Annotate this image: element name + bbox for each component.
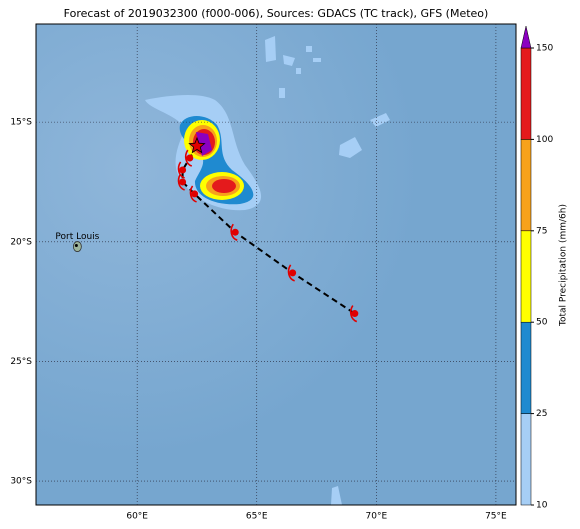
storm-symbol — [289, 269, 297, 277]
storm-symbol — [179, 178, 187, 186]
y-tick-label: 15°S — [10, 118, 32, 128]
storm-symbol — [184, 149, 193, 167]
colorbar-tick-label: 75 — [536, 226, 547, 236]
storm-symbol — [231, 228, 239, 236]
storm-symbol — [179, 166, 187, 174]
colorbar-segment — [520, 47, 532, 140]
colorbar-label: Total Precipitation (mm/6h) — [559, 204, 569, 327]
y-tick-label: 20°S — [10, 237, 32, 247]
colorbar-segment — [520, 321, 532, 414]
precip-area — [306, 46, 312, 52]
storm-symbol — [177, 161, 185, 179]
precip-area — [370, 113, 390, 127]
precip-area — [212, 179, 236, 193]
storm-symbol — [287, 264, 295, 282]
colorbar-tick-label: 25 — [536, 409, 547, 419]
storm-symbol — [189, 185, 197, 203]
colorbar-tick-label: 50 — [536, 318, 548, 328]
precip-area — [313, 58, 321, 62]
storm-symbol — [191, 190, 199, 198]
storm-symbol — [177, 173, 185, 191]
precip-area — [283, 55, 295, 66]
colorbar-tick-label: 150 — [536, 44, 553, 54]
storm-symbol — [351, 310, 359, 318]
storm-symbol — [349, 305, 358, 323]
x-tick-label: 65°E — [246, 512, 268, 522]
colorbar-extend — [520, 25, 532, 49]
map-layer — [36, 24, 516, 505]
colorbar-segment — [520, 413, 532, 506]
precip-area — [339, 137, 362, 158]
x-tick-label: 60°E — [126, 512, 148, 522]
title: Forecast of 2019032300 (f000-006), Sourc… — [64, 7, 489, 20]
colorbar-segment — [520, 230, 532, 323]
place-marker — [74, 244, 78, 248]
colorbar-segment — [520, 139, 532, 232]
colorbar-tick-label: 100 — [536, 135, 553, 145]
storm-position — [188, 136, 206, 154]
precip-area — [265, 36, 276, 62]
precip-area — [331, 486, 342, 505]
storm-symbol — [230, 223, 238, 241]
frame — [35, 23, 517, 506]
y-tick-label: 25°S — [10, 357, 32, 367]
storm-symbol — [186, 154, 194, 162]
track-line — [181, 145, 356, 315]
colorbar-tick-label: 10 — [536, 501, 548, 511]
precip-area — [296, 68, 301, 74]
place-label: Port Louis — [55, 232, 99, 242]
ocean — [36, 24, 516, 505]
y-tick-label: 30°S — [10, 477, 32, 487]
x-tick-label: 75°E — [485, 512, 507, 522]
x-tick-label: 70°E — [366, 512, 388, 522]
precip-area — [279, 88, 285, 98]
